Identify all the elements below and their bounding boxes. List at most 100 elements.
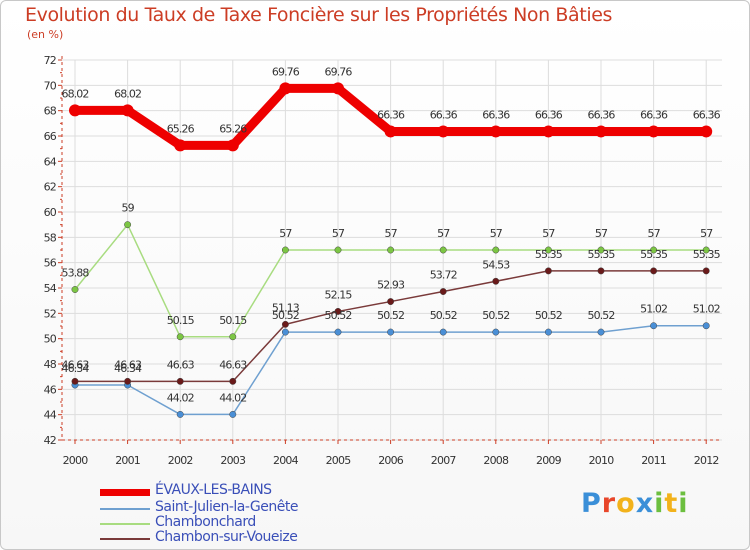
series-0-data-label-2011: 66.36 [640,108,668,121]
series-2-data-label-2011: 57 [647,227,660,240]
series-1-data-label-2006: 50.52 [377,309,404,322]
series-2-data-label-2001: 59 [121,202,134,215]
logo-letter-6: i [678,488,689,519]
chart-title: Evolution du Taux de Taxe Foncière sur l… [25,4,613,26]
series-1-point-2002 [176,410,184,418]
series-2-data-label-2000: 53.88 [62,267,90,280]
series-0-data-label-2009: 66.36 [535,108,563,121]
y-tick-label-66: 66 [44,130,57,143]
series-3-point-2003 [229,377,237,385]
series-0-point-2005 [332,82,344,95]
series-0-point-2008 [489,125,502,138]
series-3-point-2005 [334,307,342,315]
series-3-point-2009 [544,267,552,275]
x-tick-label-2001: 2001 [115,454,140,467]
series-1-data-label-2000: 46.34 [62,362,90,375]
chart-unit-label: (en %) [27,28,64,41]
series-1-point-2007 [439,328,447,336]
x-tick-label-2000: 2000 [63,454,89,467]
series-1-data-label-2011: 51.02 [640,303,667,316]
y-tick-label-68: 68 [44,105,57,118]
series-3-data-label-2001: 46.63 [114,358,142,371]
series-0-data-label-2005: 69.76 [325,65,353,78]
series-2-point-2009 [544,246,552,254]
legend-swatch-evaux [100,489,150,496]
series-2-data-label-2004: 57 [279,227,292,240]
series-2-point-2000 [71,286,79,293]
legend-item-chambonchard: Chambonchard [100,514,360,532]
series-1-point-2004 [281,328,289,336]
series-0-point-2006 [384,125,397,138]
series-0-data-label-2003: 65.26 [219,122,247,135]
series-2-data-label-2002: 50.15 [167,314,195,327]
logo-letter-5: t [664,488,679,519]
series-1-data-label-2010: 50.52 [588,309,615,322]
series-1-point-2009 [544,328,552,336]
series-3-point-2008 [492,277,500,285]
legend-swatch-chambonchard [100,523,150,525]
series-1-point-2003 [229,410,237,418]
series-1-point-2010 [597,328,605,336]
series-3-point-2000 [71,377,79,385]
series-2-point-2007 [439,246,447,254]
y-tick-label-58: 58 [44,231,57,244]
series-0-point-2010 [595,125,607,138]
y-tick-label-42: 42 [44,434,56,447]
series-1-data-label-2007: 50.52 [430,309,457,322]
series-3-point-2010 [597,267,605,275]
series-3-point-2011 [650,267,658,275]
y-tick-label-64: 64 [44,155,57,168]
legend-item-saint-julien: Saint-Julien-la-Genête [100,499,360,517]
series-2-point-2001 [124,221,132,229]
series-2-data-label-2006: 57 [384,227,397,240]
series-0-point-2002 [174,139,187,152]
series-1-data-label-2001: 46.34 [114,362,142,375]
x-tick-label-2008: 2008 [483,454,509,467]
series-0-point-2003 [226,139,239,152]
series-2-data-label-2003: 50.15 [219,314,247,327]
series-2-point-2003 [229,333,237,341]
series-3-point-2004 [281,320,289,328]
logo-letter-0: P [581,488,602,519]
y-tick-label-60: 60 [44,206,57,219]
y-tick-label-50: 50 [44,333,57,346]
series-1-data-label-2012: 51.02 [693,303,720,316]
series-3-point-2002 [176,377,184,385]
x-tick-label-2004: 2004 [273,454,299,467]
legend-item-evaux: ÉVAUX-LES-BAINS [100,482,360,500]
series-0-point-2001 [121,104,134,117]
series-3-data-label-2004: 51.13 [272,301,300,314]
series-3-data-label-2011: 55.35 [640,248,668,261]
series-0-data-label-2001: 68.02 [114,87,141,100]
series-2-data-label-2009: 57 [542,227,555,240]
series-3-data-label-2002: 46.63 [167,358,195,371]
y-tick-label-46: 46 [44,383,57,396]
legend-label-saint-julien: Saint-Julien-la-Genête [155,499,298,515]
series-1-point-2012 [702,322,710,330]
legend-item-chambon: Chambon-sur-Voueize [100,529,360,547]
series-2-point-2008 [492,246,500,254]
series-3-data-label-2010: 55.35 [588,248,616,261]
series-2-data-label-2005: 57 [332,227,345,240]
series-3-point-2007 [439,288,447,295]
series-0-data-label-2010: 66.36 [588,108,616,121]
legend-label-chambon: Chambon-sur-Voueize [155,529,298,545]
series-2-point-2004 [281,246,289,254]
series-2-data-label-2007: 57 [437,227,450,240]
series-1-point-2006 [387,328,395,336]
series-0-point-2000 [69,104,81,117]
y-tick-label-62: 62 [44,181,56,194]
logo-letter-2: o [616,488,636,519]
series-0-point-2011 [647,125,660,138]
series-0-data-label-2012: 66.36 [693,108,721,121]
series-0-point-2007 [437,125,450,138]
series-3-data-label-2006: 52.93 [377,279,405,292]
series-1-data-label-2009: 50.52 [535,309,562,322]
series-0-point-2012 [700,125,713,138]
series-2-point-2010 [597,246,605,254]
series-3-data-label-2007: 53.72 [430,269,457,282]
series-3-data-label-2000: 46.63 [62,358,90,371]
series-2-point-2012 [702,246,710,254]
